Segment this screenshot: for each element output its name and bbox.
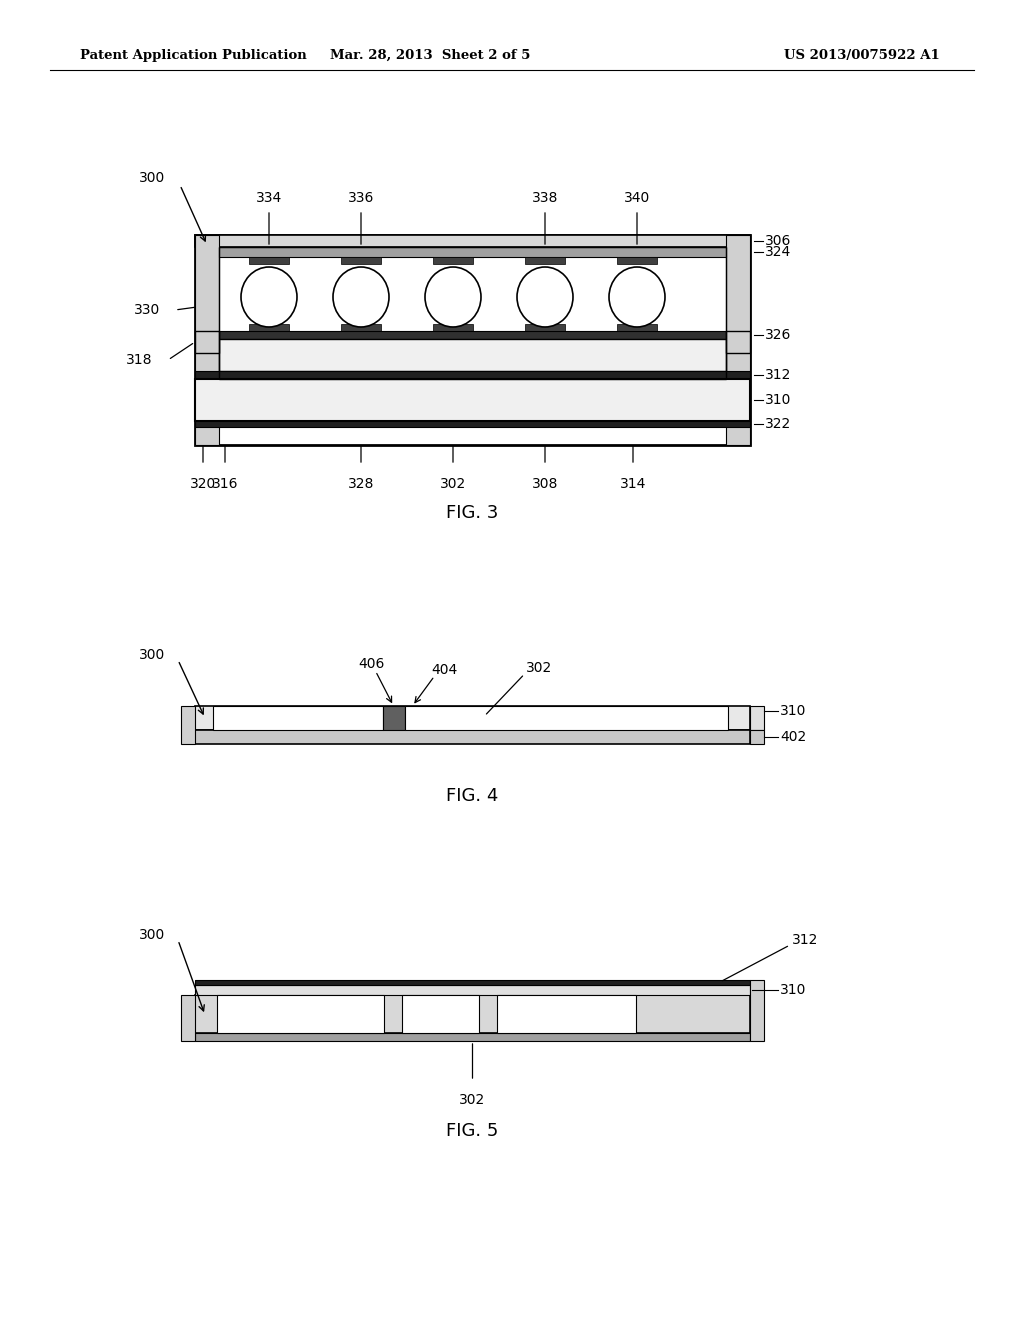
Bar (195, 706, 750, 730)
Text: 318: 318 (126, 352, 152, 367)
Text: 302: 302 (440, 477, 466, 491)
Text: 338: 338 (531, 191, 558, 205)
Bar (195, 379, 750, 421)
Bar (617, 323, 657, 331)
Bar (195, 421, 750, 426)
Bar (525, 257, 565, 264)
Ellipse shape (517, 267, 573, 327)
Bar (249, 323, 289, 331)
Text: 326: 326 (765, 327, 792, 342)
Ellipse shape (241, 267, 297, 327)
Bar (383, 706, 404, 730)
Bar (219, 247, 726, 257)
Bar (726, 235, 750, 445)
Bar (249, 257, 289, 264)
Text: 324: 324 (765, 246, 792, 259)
Text: 406: 406 (358, 657, 385, 671)
Bar (341, 323, 381, 331)
Bar (219, 331, 726, 339)
Bar (498, 995, 636, 1034)
Text: 316: 316 (212, 477, 239, 491)
Bar (404, 706, 728, 730)
Bar (195, 235, 750, 445)
Bar (181, 995, 195, 1041)
Ellipse shape (425, 267, 481, 327)
Text: 300: 300 (139, 648, 165, 663)
Text: 310: 310 (780, 983, 806, 997)
Bar (195, 235, 219, 445)
Text: 334: 334 (256, 191, 283, 205)
Bar (617, 257, 657, 264)
Text: 320: 320 (189, 477, 216, 491)
Bar (195, 1034, 750, 1041)
Text: 330: 330 (134, 304, 160, 317)
Text: 312: 312 (792, 933, 818, 946)
Bar (341, 257, 381, 264)
Text: 300: 300 (139, 172, 165, 185)
Text: 340: 340 (624, 191, 650, 205)
Bar (195, 979, 750, 985)
Text: FIG. 3: FIG. 3 (446, 504, 499, 521)
Text: FIG. 4: FIG. 4 (446, 787, 499, 805)
Bar (525, 323, 565, 331)
Text: 322: 322 (765, 417, 792, 432)
Bar (213, 706, 383, 730)
Bar (195, 985, 750, 995)
Text: 336: 336 (348, 191, 374, 205)
Bar (195, 331, 219, 352)
Bar (750, 730, 764, 744)
Bar (726, 331, 750, 352)
Text: 308: 308 (531, 477, 558, 491)
Bar (217, 995, 384, 1034)
Text: 310: 310 (765, 393, 792, 407)
Bar (401, 995, 479, 1034)
Bar (195, 995, 750, 1034)
Bar (433, 323, 473, 331)
Ellipse shape (333, 267, 389, 327)
Text: US 2013/0075922 A1: US 2013/0075922 A1 (784, 49, 940, 62)
Text: Mar. 28, 2013  Sheet 2 of 5: Mar. 28, 2013 Sheet 2 of 5 (330, 49, 530, 62)
Text: 404: 404 (431, 663, 458, 677)
Text: 402: 402 (780, 730, 806, 744)
Text: Patent Application Publication: Patent Application Publication (80, 49, 307, 62)
Bar (219, 247, 726, 379)
Bar (433, 257, 473, 264)
Bar (750, 706, 764, 730)
Bar (195, 730, 750, 744)
Bar (181, 706, 195, 744)
Bar (750, 979, 764, 1041)
Bar (195, 235, 750, 247)
Text: 302: 302 (526, 661, 553, 675)
Text: 300: 300 (139, 928, 165, 942)
Text: FIG. 5: FIG. 5 (446, 1122, 499, 1140)
Text: 302: 302 (460, 1093, 485, 1107)
Text: 328: 328 (348, 477, 374, 491)
Text: 310: 310 (780, 704, 806, 718)
Bar (195, 371, 750, 379)
Text: 306: 306 (765, 234, 792, 248)
Text: 312: 312 (765, 368, 792, 381)
Ellipse shape (609, 267, 665, 327)
Text: 314: 314 (620, 477, 646, 491)
Bar (219, 339, 726, 371)
